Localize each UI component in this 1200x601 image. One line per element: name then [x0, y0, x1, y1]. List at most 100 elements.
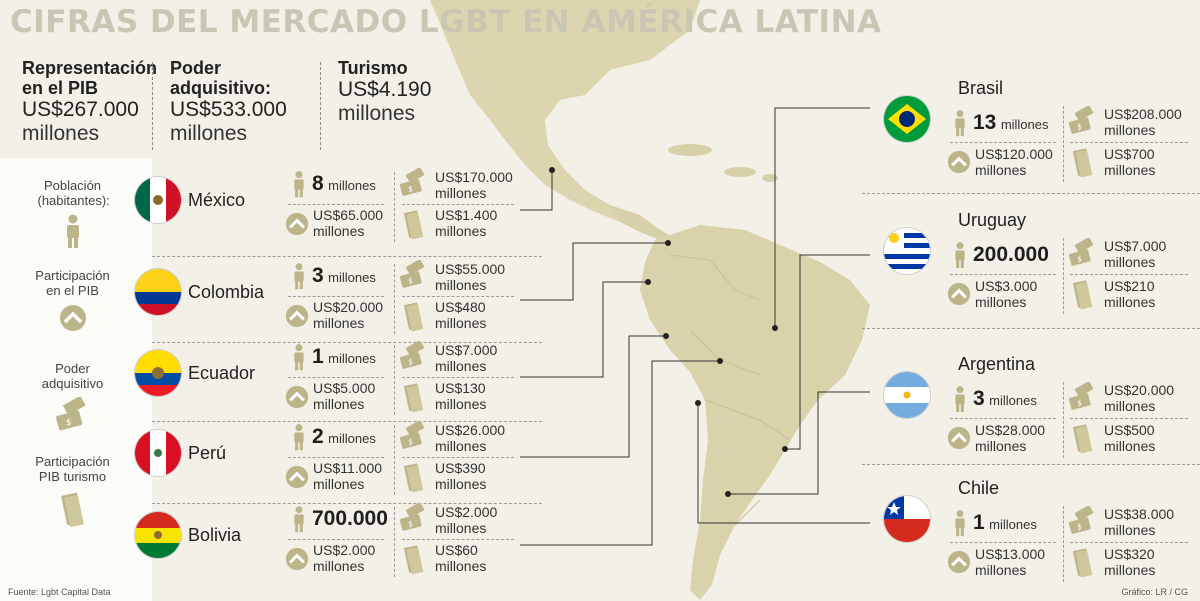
pib-amount: US$11.000	[313, 460, 383, 476]
poder-unit: millones	[435, 185, 487, 201]
ticket-icon	[1072, 278, 1094, 317]
column-divider	[394, 507, 395, 577]
kpi-turismo-label: Turismo	[338, 58, 408, 78]
poder-value: US$20.000 millones	[1104, 382, 1174, 414]
chevron-up-icon	[285, 304, 309, 333]
poder-value: US$7.000 millones	[435, 342, 497, 374]
section-divider	[152, 503, 542, 504]
row-divider	[950, 274, 1056, 275]
source-note: Fuente: Lgbt Capital Data	[8, 587, 111, 597]
poder-amount: US$7.000	[435, 342, 498, 358]
population-unit: millones	[328, 178, 376, 193]
ticket-icon	[403, 381, 425, 420]
pib-unit: millones	[313, 315, 365, 331]
country-name: México	[188, 190, 246, 210]
column-divider	[394, 345, 395, 415]
row-divider	[1070, 542, 1188, 543]
pib-value: US$2.000 millones	[313, 542, 375, 574]
population-value: 13 millones	[973, 111, 1049, 135]
country-name: Colombia	[188, 282, 265, 302]
turismo-unit: millones	[1104, 294, 1156, 310]
pib-amount: US$5.000	[313, 380, 376, 396]
population-number: 3	[973, 387, 985, 410]
turismo-unit: millones	[435, 558, 487, 574]
pib-amount: US$20.000	[313, 299, 384, 315]
poder-unit: millones	[1104, 522, 1156, 538]
pib-value: US$120.000 millones	[975, 146, 1053, 178]
legend-turismo: Participación PIB turismo	[0, 454, 145, 530]
column-divider	[1063, 382, 1064, 458]
poder-amount: US$20.000	[1104, 382, 1175, 398]
svg-text:$: $	[408, 437, 413, 446]
row-divider	[402, 377, 514, 378]
turismo-unit: millones	[435, 396, 487, 412]
pib-amount: US$2.000	[313, 542, 376, 558]
country-name: Bolivia	[188, 525, 242, 545]
population-value: 3 millones	[973, 387, 1037, 411]
legend-poder: Poder adquisitivo $	[0, 361, 145, 433]
turismo-amount: US$1.400	[435, 207, 498, 223]
money-icon: $	[398, 501, 430, 538]
money-icon: $	[398, 419, 430, 456]
row-divider	[402, 457, 514, 458]
row-divider	[1070, 418, 1188, 419]
poder-amount: US$2.000	[435, 504, 498, 520]
poder-amount: US$208.000	[1104, 106, 1182, 122]
ticket-icon	[403, 543, 425, 582]
flag-bolivia-icon	[135, 512, 181, 558]
pib-value: US$13.000 millones	[975, 546, 1045, 578]
column-divider	[1063, 506, 1064, 582]
turismo-value: US$320 millones	[1104, 546, 1155, 578]
population-number: 700.000	[312, 507, 388, 530]
population-unit: millones	[328, 351, 376, 366]
column-divider	[1063, 106, 1064, 182]
legend-poder-label: Poder adquisitivo	[41, 361, 104, 391]
column-divider	[394, 172, 395, 242]
population-number: 3	[312, 264, 324, 287]
turismo-value: US$390 millones	[435, 460, 486, 492]
chevron-up-icon	[285, 465, 309, 494]
chevron-up-icon	[285, 212, 309, 241]
population-number: 2	[312, 425, 324, 448]
flag-mexico-icon	[135, 177, 181, 223]
turismo-value: US$700 millones	[1104, 146, 1155, 178]
turismo-value: US$480 millones	[435, 299, 486, 331]
money-icon: $	[1067, 104, 1099, 141]
kpi-pib-unit: millones	[22, 122, 100, 145]
population-number: 1	[312, 345, 324, 368]
turismo-amount: US$700	[1104, 146, 1155, 162]
ticket-icon	[1072, 146, 1094, 185]
person-icon	[953, 241, 967, 274]
turismo-unit: millones	[1104, 562, 1156, 578]
svg-text:$: $	[408, 184, 413, 193]
money-icon: $	[1067, 236, 1099, 273]
svg-text:$: $	[408, 276, 413, 285]
population-number: 13	[973, 111, 997, 134]
svg-text:$: $	[1077, 254, 1082, 263]
poder-amount: US$26.000	[435, 422, 506, 438]
row-divider	[402, 539, 514, 540]
svg-text:$: $	[66, 418, 72, 428]
poder-unit: millones	[435, 520, 487, 536]
turismo-unit: millones	[435, 223, 487, 239]
pib-value: US$65.000 millones	[313, 207, 383, 239]
person-icon	[292, 423, 306, 456]
turismo-amount: US$500	[1104, 422, 1155, 438]
kpi-pib-label: Representación en el PIB	[22, 58, 158, 98]
turismo-amount: US$480	[435, 299, 486, 315]
population-unit: millones	[328, 270, 376, 285]
poder-unit: millones	[435, 358, 487, 374]
kpi-turismo-unit: millones	[338, 102, 416, 125]
row-divider	[402, 296, 514, 297]
population-value: 700.000	[312, 507, 388, 531]
row-divider	[288, 204, 384, 205]
svg-text:$: $	[408, 519, 413, 528]
flag-argentina-icon	[884, 372, 930, 418]
population-value: 2 millones	[312, 425, 376, 449]
row-divider	[402, 204, 514, 205]
population-unit: millones	[989, 517, 1037, 532]
poder-unit: millones	[1104, 254, 1156, 270]
svg-text:$: $	[1077, 522, 1082, 531]
row-divider	[950, 542, 1056, 543]
svg-text:$: $	[1077, 398, 1082, 407]
